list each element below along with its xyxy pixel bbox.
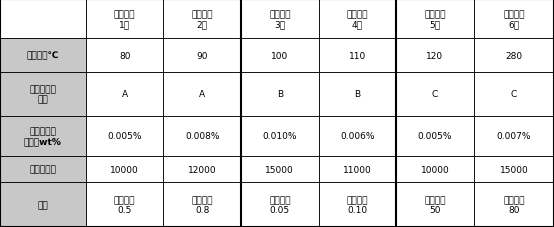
Bar	[319, 117, 396, 156]
Bar	[474, 183, 554, 227]
Bar	[86, 0, 163, 39]
Bar	[474, 72, 554, 117]
Text: 改性有机硬
类型: 改性有机硬 类型	[29, 85, 57, 104]
Bar	[86, 183, 163, 227]
Bar	[163, 117, 241, 156]
Bar	[86, 117, 163, 156]
Bar	[86, 39, 163, 72]
Text: 12000: 12000	[188, 165, 217, 174]
Text: 10000: 10000	[110, 165, 139, 174]
Text: C: C	[432, 90, 438, 99]
Bar	[241, 156, 319, 183]
Text: 0.005%: 0.005%	[107, 132, 142, 141]
Bar	[163, 39, 241, 72]
Bar	[241, 117, 319, 156]
Bar	[163, 183, 241, 227]
Text: 0.005%: 0.005%	[418, 132, 452, 141]
Bar	[396, 117, 474, 156]
Bar	[86, 72, 163, 117]
Text: 烡干温度℃: 烡干温度℃	[27, 51, 59, 60]
Text: B: B	[276, 90, 283, 99]
Bar	[241, 39, 319, 72]
Text: 皌化値，
50: 皌化値， 50	[424, 195, 445, 215]
Bar	[319, 156, 396, 183]
Text: 0.007%: 0.007%	[496, 132, 531, 141]
Text: 10000: 10000	[420, 165, 449, 174]
Bar	[163, 0, 241, 39]
Text: 数均分子量: 数均分子量	[29, 165, 57, 174]
Bar	[474, 0, 554, 39]
Text: 环氧値，
0.05: 环氧値， 0.05	[269, 195, 290, 215]
Bar	[474, 117, 554, 156]
Bar	[86, 156, 163, 183]
Bar	[0, 183, 86, 227]
Text: 【实施例
1】: 【实施例 1】	[114, 10, 135, 29]
Bar	[0, 117, 86, 156]
Bar	[241, 72, 319, 117]
Text: 0.008%: 0.008%	[185, 132, 219, 141]
Bar	[163, 156, 241, 183]
Text: 15000: 15000	[265, 165, 294, 174]
Bar	[396, 156, 474, 183]
Text: 15000: 15000	[500, 165, 528, 174]
Text: 环氧値，
0.10: 环氧値， 0.10	[347, 195, 368, 215]
Bar	[163, 72, 241, 117]
Text: 【实施例
6】: 【实施例 6】	[503, 10, 525, 29]
Text: 0.010%: 0.010%	[263, 132, 297, 141]
Text: 【实施例
2】: 【实施例 2】	[192, 10, 213, 29]
Text: 100: 100	[271, 51, 289, 60]
Text: 其他: 其他	[38, 200, 48, 209]
Text: A: A	[121, 90, 128, 99]
Text: 120: 120	[427, 51, 443, 60]
Bar	[396, 183, 474, 227]
Text: C: C	[511, 90, 517, 99]
Bar	[319, 183, 396, 227]
Bar	[0, 156, 86, 183]
Bar	[474, 39, 554, 72]
Text: B: B	[354, 90, 361, 99]
Bar	[319, 72, 396, 117]
Text: 【实施例
3】: 【实施例 3】	[269, 10, 290, 29]
Text: 11000: 11000	[343, 165, 372, 174]
Bar	[241, 183, 319, 227]
Text: 110: 110	[348, 51, 366, 60]
Text: A: A	[199, 90, 206, 99]
Text: 总氧値，
0.5: 总氧値， 0.5	[114, 195, 135, 215]
Text: 280: 280	[505, 51, 522, 60]
Bar	[0, 0, 86, 39]
Bar	[319, 39, 396, 72]
Text: 总氧値，
0.8: 总氧値， 0.8	[192, 195, 213, 215]
Bar	[396, 0, 474, 39]
Text: 90: 90	[197, 51, 208, 60]
Bar	[319, 0, 396, 39]
Bar	[396, 72, 474, 117]
Text: 改性有机硬
用量，wt%: 改性有机硬 用量，wt%	[24, 127, 62, 146]
Bar	[396, 39, 474, 72]
Bar	[0, 39, 86, 72]
Bar	[0, 72, 86, 117]
Text: 皌化値，
80: 皌化値， 80	[503, 195, 525, 215]
Text: 0.006%: 0.006%	[340, 132, 375, 141]
Bar	[474, 156, 554, 183]
Text: 【实施例
4】: 【实施例 4】	[347, 10, 368, 29]
Text: 【实施例
5】: 【实施例 5】	[424, 10, 445, 29]
Text: 80: 80	[119, 51, 130, 60]
Bar	[241, 0, 319, 39]
